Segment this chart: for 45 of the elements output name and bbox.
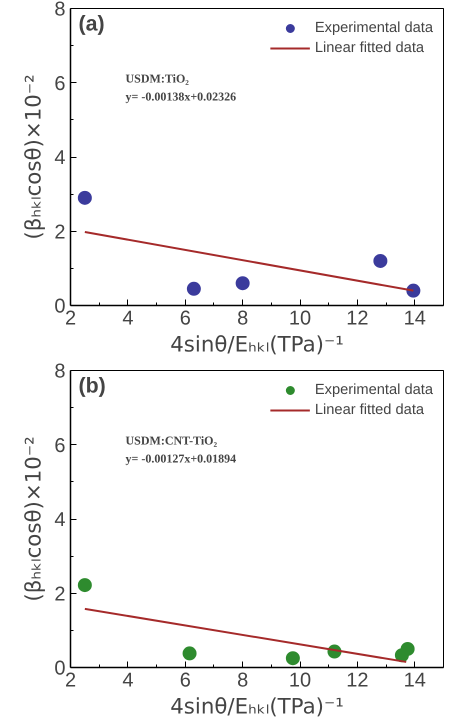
y-tick-label: 4 — [54, 509, 66, 531]
x-tick-label: 4 — [122, 670, 134, 692]
x-tick-label: 12 — [346, 670, 369, 692]
y-tick-label: 8 — [54, 360, 66, 382]
annotation: y= -0.00138x+0.02326 — [126, 90, 236, 104]
x-tick-label: 14 — [404, 670, 426, 692]
point — [400, 642, 415, 656]
x-tick-label: 14 — [404, 308, 426, 330]
x-tick-label: 6 — [180, 670, 191, 692]
annotation: USDM:TiO₂ — [126, 72, 190, 86]
point — [182, 646, 197, 660]
x-axis-title: 4sinθ/Eₕₖₗ(TPa)⁻¹ — [170, 332, 344, 358]
point — [236, 276, 250, 290]
x-tick-label: 12 — [346, 308, 369, 330]
y-tick-label: 2 — [54, 583, 66, 606]
y-axis-title: (βₕₖₗcosθ)×10⁻² — [21, 74, 46, 240]
legend-label: Experimental data — [314, 20, 433, 36]
y-tick-label: 4 — [54, 147, 66, 169]
x-tick-label: 8 — [237, 670, 248, 692]
y-tick-label: 0 — [54, 658, 66, 680]
point — [78, 578, 92, 592]
annotation: USDM:CNT-TiO₂ — [126, 434, 218, 448]
annotation: y= -0.00127x+0.01894 — [126, 452, 236, 466]
y-axis-title: (βₕₖₗcosθ)×10⁻² — [21, 436, 46, 602]
x-tick-label: 10 — [288, 308, 312, 330]
x-tick-label: 6 — [180, 308, 191, 330]
y-tick-label: 0 — [54, 296, 66, 318]
x-tick-label: 8 — [237, 308, 248, 330]
legend-label: Linear fitted data — [314, 40, 424, 56]
y-tick-label: 6 — [54, 434, 66, 457]
legend-label: Linear fitted data — [314, 402, 424, 418]
y-tick-label: 2 — [54, 221, 66, 244]
annotation: (b) — [78, 374, 106, 398]
point — [373, 254, 388, 268]
x-tick-label: 4 — [122, 308, 134, 330]
legend-label: Experimental data — [314, 382, 433, 398]
x-tick-label: 10 — [288, 670, 312, 692]
point — [78, 190, 92, 205]
annotation: (a) — [78, 12, 105, 36]
point — [406, 284, 420, 298]
x-axis-title: 4sinθ/Eₕₖₗ(TPa)⁻¹ — [170, 694, 344, 720]
y-tick-label: 6 — [54, 72, 66, 95]
point — [186, 282, 201, 296]
y-tick-label: 8 — [54, 0, 66, 20]
point — [286, 651, 300, 666]
